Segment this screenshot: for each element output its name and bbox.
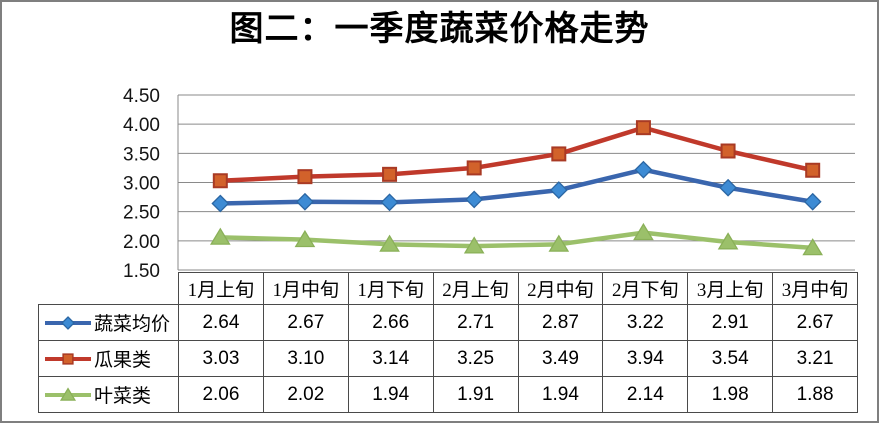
square-marker-icon-1-7 <box>805 162 821 178</box>
square-marker-icon-1-5 <box>635 120 651 136</box>
square-marker-icon-legend-1 <box>62 352 74 365</box>
value-cell: 3.14 <box>347 340 434 377</box>
legend-key-line <box>45 315 91 330</box>
triangle-marker-icon-2-2 <box>379 234 400 252</box>
triangle-marker-icon-legend-2 <box>59 386 77 401</box>
triangle-marker-icon-2-4 <box>548 234 570 252</box>
diamond-marker-icon-legend-0 <box>61 315 75 330</box>
y-axis-tick-label: 2.50 <box>123 203 160 224</box>
table-row: 蔬菜均价 2.64 2.67 2.66 2.71 2.87 3.22 2.91 2.67 <box>38 304 858 341</box>
series-name-label: 蔬菜均价 <box>94 314 171 335</box>
diamond-marker-icon-0-1 <box>296 192 314 211</box>
series-name-label: 瓜果类 <box>94 350 152 371</box>
value-cell: 1.88 <box>772 376 858 413</box>
square-marker-icon-1-0 <box>212 173 228 189</box>
square-marker-icon-1-6 <box>720 143 736 159</box>
category-header: 3月上旬 <box>687 272 774 305</box>
table-row: 瓜果类 3.03 3.10 3.14 3.25 3.49 3.94 3.54 3.21 <box>38 340 858 377</box>
value-cell: 2.87 <box>517 304 604 341</box>
category-header: 2月上旬 <box>432 272 519 305</box>
triangle-marker-icon-2-0 <box>209 227 231 245</box>
value-cell: 2.71 <box>432 304 519 341</box>
value-cell: 3.03 <box>178 340 264 377</box>
category-header: 2月中旬 <box>517 272 604 305</box>
value-cell: 2.02 <box>262 376 349 413</box>
diamond-marker-icon-0-6 <box>719 178 737 197</box>
triangle-marker-icon-2-5 <box>633 222 654 241</box>
chart-title: 图二：一季度蔬菜价格走势 <box>229 11 650 48</box>
legend-key-line <box>45 386 91 401</box>
diamond-marker-icon-0-4 <box>549 181 568 200</box>
square-marker-icon-1-2 <box>382 166 398 182</box>
category-header-row: 1月上旬 1月中旬 1月下旬 2月上旬 2月中旬 2月下旬 3月上旬 3月中旬 <box>39 272 858 305</box>
value-cell: 2.06 <box>178 376 264 413</box>
triangle-marker-icon-2-3 <box>463 236 485 254</box>
category-header: 2月下旬 <box>602 272 689 305</box>
diamond-marker-icon-0-3 <box>465 190 484 209</box>
legend-cell: 蔬菜均价 <box>38 304 179 341</box>
legend-key: 瓜果类 <box>40 345 178 372</box>
value-cell: 3.10 <box>262 340 349 377</box>
y-axis-tick-label: 3.00 <box>123 174 160 195</box>
triangle-marker-icon-2-7 <box>802 238 824 256</box>
y-axis-tick-label: 1.50 <box>123 261 160 282</box>
value-cell: 2.14 <box>602 376 689 413</box>
value-cell: 3.54 <box>687 340 774 377</box>
value-cell: 3.21 <box>772 340 858 377</box>
diamond-marker-icon-0-0 <box>211 194 230 213</box>
legend-key: 叶菜类 <box>40 381 178 408</box>
category-header: 1月下旬 <box>347 272 434 305</box>
value-cell: 2.91 <box>687 304 774 341</box>
value-cell: 2.67 <box>262 304 349 341</box>
diamond-marker-icon-0-5 <box>634 160 653 179</box>
square-marker-icon-1-4 <box>551 146 567 162</box>
value-cell: 3.25 <box>432 340 519 377</box>
square-marker-icon-1-3 <box>466 160 482 176</box>
value-cell: 1.94 <box>517 376 604 413</box>
y-axis-tick-label: 4.00 <box>123 115 160 136</box>
diamond-marker-icon-0-7 <box>803 192 822 211</box>
diamond-marker-icon-0-2 <box>380 193 399 212</box>
data-table: 1月上旬 1月中旬 1月下旬 2月上旬 2月中旬 2月下旬 3月上旬 3月中旬蔬菜均价 2.64… <box>38 272 858 413</box>
category-header: 3月中旬 <box>772 272 858 305</box>
value-cell: 3.22 <box>602 304 689 341</box>
value-cell: 1.94 <box>347 376 434 413</box>
y-axis-tick-label: 2.00 <box>123 232 160 253</box>
value-cell: 3.49 <box>517 340 604 377</box>
value-cell: 1.98 <box>687 376 774 413</box>
value-cell: 1.91 <box>432 376 519 413</box>
series-line-1 <box>218 125 815 183</box>
series-name-label: 叶菜类 <box>94 386 152 407</box>
value-cell: 3.94 <box>602 340 689 377</box>
series-line-0 <box>218 167 815 206</box>
series-line-2 <box>218 230 815 251</box>
value-cell: 2.67 <box>772 304 858 341</box>
category-header: 1月上旬 <box>178 272 264 305</box>
y-axis-tick-label: 3.50 <box>123 144 160 165</box>
square-marker-icon-1-1 <box>297 169 313 185</box>
legend-key: 蔬菜均价 <box>40 309 178 336</box>
table-corner-cell <box>39 273 179 305</box>
table-row: 叶菜类 2.06 2.02 1.94 1.91 1.94 2.14 1.98 1.88 <box>38 376 858 413</box>
category-header: 1月中旬 <box>262 272 349 305</box>
legend-key-line <box>45 352 91 365</box>
value-cell: 2.66 <box>347 304 434 341</box>
legend-cell: 叶菜类 <box>38 376 179 413</box>
value-cell: 2.64 <box>178 304 264 341</box>
legend-cell: 瓜果类 <box>38 340 179 377</box>
triangle-marker-icon-2-6 <box>717 232 739 250</box>
triangle-marker-icon-2-1 <box>294 229 316 248</box>
y-axis-tick-label: 4.50 <box>123 86 160 107</box>
